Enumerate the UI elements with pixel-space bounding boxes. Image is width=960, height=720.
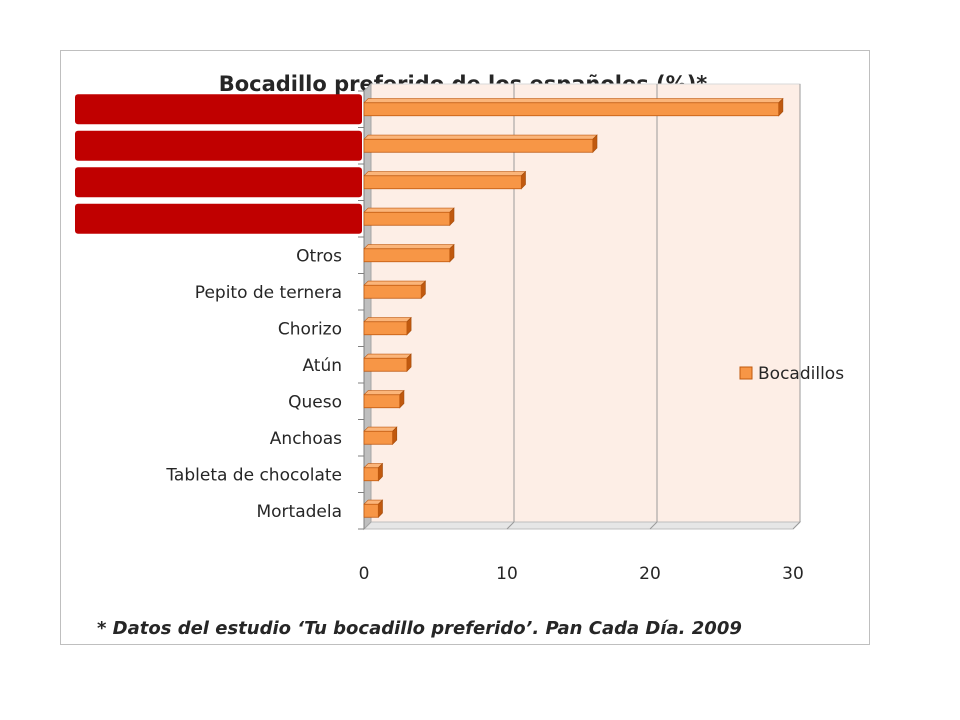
plot-floor <box>362 521 802 530</box>
bar <box>363 138 594 153</box>
redacted-label <box>75 94 362 125</box>
x-tick-label: 30 <box>782 564 804 584</box>
bar <box>363 430 394 445</box>
x-tick-label: 10 <box>496 564 518 584</box>
bar-chart: Bocadillo preferido de los españoles (%)… <box>75 72 844 639</box>
gridline-floor <box>649 521 658 530</box>
category-label: Otros <box>296 246 342 266</box>
chart-frame: Bocadillo preferido de los españoles (%)… <box>60 50 870 645</box>
bar <box>363 102 780 117</box>
legend-label: Bocadillos <box>758 364 844 384</box>
redacted-label <box>75 167 362 198</box>
bar <box>363 503 379 518</box>
bar-top <box>363 98 784 104</box>
bar-top <box>363 134 598 140</box>
redacted-label <box>75 203 362 234</box>
category-label: Mortadela <box>256 502 342 522</box>
bar-top <box>363 244 455 250</box>
bar <box>363 248 451 263</box>
gridline-floor <box>506 521 515 530</box>
bar-top <box>363 171 527 177</box>
bar-top <box>363 280 427 286</box>
bar <box>363 467 379 482</box>
bar <box>363 175 522 190</box>
category-label: Anchoas <box>270 429 342 449</box>
category-label: Queso <box>288 392 342 412</box>
bar-top <box>363 353 412 359</box>
category-label: Tableta de chocolate <box>165 465 342 485</box>
x-tick-label: 20 <box>639 564 661 584</box>
bar <box>363 211 451 226</box>
bar <box>363 321 408 336</box>
gridline-floor <box>792 521 801 530</box>
bar-top <box>363 390 405 396</box>
category-label: Chorizo <box>278 319 342 339</box>
bar <box>363 357 408 372</box>
legend-swatch <box>739 366 753 380</box>
category-label: Pepito de ternera <box>195 283 342 303</box>
bar-top <box>363 426 398 432</box>
bar <box>363 394 401 409</box>
bar <box>363 284 422 299</box>
bar-top <box>363 317 412 323</box>
redacted-label <box>75 130 362 161</box>
chart-footnote: * Datos del estudio ‘Tu bocadillo prefer… <box>97 618 742 639</box>
x-tick-label: 0 <box>359 564 370 584</box>
category-label: Atún <box>302 356 342 376</box>
bar-top <box>363 207 455 213</box>
